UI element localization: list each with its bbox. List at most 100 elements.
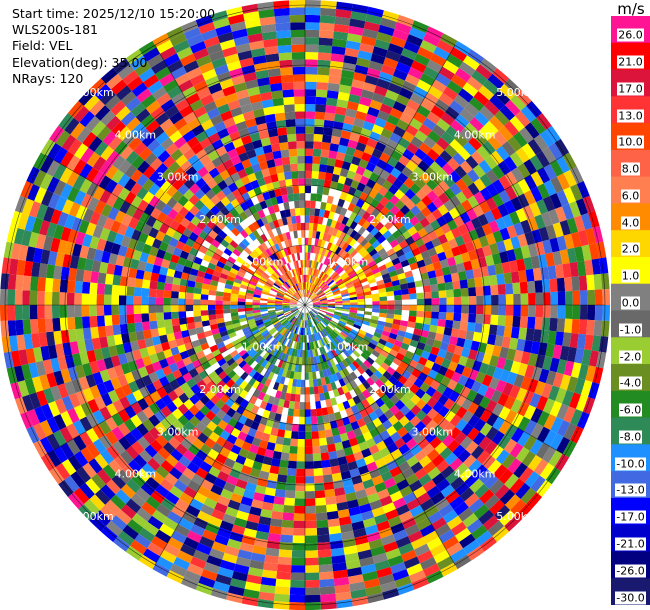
velocity-gate	[283, 354, 289, 363]
velocity-gate	[454, 482, 470, 496]
velocity-gate	[0, 289, 8, 305]
velocity-gate	[382, 179, 393, 191]
velocity-gate	[312, 298, 320, 303]
velocity-gate	[295, 118, 305, 127]
velocity-gate	[489, 479, 505, 495]
velocity-gate	[159, 73, 175, 87]
velocity-gate	[240, 280, 250, 287]
velocity-gate	[210, 205, 221, 216]
velocity-gate	[130, 493, 146, 508]
velocity-gate	[307, 327, 310, 336]
velocity-gate	[319, 15, 336, 24]
velocity-gate	[300, 274, 303, 283]
velocity-gate	[200, 342, 210, 351]
velocity-gate	[264, 282, 273, 288]
velocity-gate	[363, 21, 381, 32]
velocity-gate	[374, 192, 384, 203]
velocity-gate	[271, 365, 278, 374]
velocity-gate	[592, 226, 604, 244]
velocity-gate	[132, 389, 144, 402]
velocity-gate	[570, 408, 583, 427]
velocity-gate	[407, 226, 418, 236]
velocity-gate	[128, 267, 138, 279]
velocity-gate	[390, 75, 405, 88]
velocity-gate	[78, 89, 95, 106]
velocity-gate	[156, 351, 166, 362]
velocity-gate	[193, 293, 202, 300]
velocity-gate	[82, 131, 97, 148]
velocity-gate	[276, 325, 284, 332]
colorbar-unit: m/s	[617, 0, 645, 18]
velocity-gate	[72, 352, 83, 367]
velocity-gate	[294, 253, 298, 261]
velocity-gate	[328, 269, 336, 277]
velocity-gate	[380, 349, 390, 358]
velocity-gate	[407, 374, 418, 384]
velocity-gate	[357, 134, 370, 146]
velocity-gate	[386, 290, 395, 297]
velocity-gate	[308, 319, 313, 328]
velocity-gate	[321, 283, 328, 290]
velocity-gate	[299, 290, 303, 298]
velocity-gate	[290, 572, 305, 581]
velocity-gate	[521, 143, 536, 160]
velocity-gate	[319, 297, 328, 302]
velocity-gate	[461, 410, 474, 424]
velocity-gate	[387, 82, 402, 95]
velocity-gate	[270, 82, 283, 92]
velocity-gate	[82, 362, 93, 377]
velocity-gate	[205, 267, 215, 275]
velocity-gate	[210, 279, 219, 287]
velocity-gate	[515, 89, 532, 106]
velocity-gate	[299, 207, 305, 216]
velocity-gate	[344, 47, 360, 58]
velocity-gate	[450, 548, 468, 563]
velocity-gate	[388, 225, 398, 235]
velocity-gate	[387, 555, 404, 567]
velocity-gate	[290, 438, 298, 447]
velocity-gate	[351, 79, 365, 90]
velocity-gate	[504, 120, 519, 137]
velocity-gate	[556, 173, 571, 191]
velocity-gate	[274, 303, 283, 305]
velocity-gate	[176, 46, 194, 60]
velocity-gate	[339, 207, 348, 217]
velocity-gate	[217, 179, 228, 191]
velocity-gate	[232, 281, 241, 288]
velocity-gate	[336, 267, 345, 275]
velocity-gate	[452, 444, 466, 458]
velocity-gate	[327, 297, 335, 301]
velocity-gate	[346, 170, 356, 180]
velocity-gate	[303, 289, 305, 298]
velocity-gate	[151, 264, 161, 275]
velocity-gate	[186, 316, 195, 324]
velocity-gate	[234, 395, 245, 406]
velocity-gate	[27, 408, 40, 427]
velocity-gate	[256, 218, 265, 228]
velocity-gate	[96, 315, 106, 327]
velocity-gate	[239, 284, 248, 290]
velocity-gate	[247, 475, 259, 485]
velocity-gate	[284, 272, 290, 280]
velocity-gate	[300, 282, 303, 290]
velocity-gate	[360, 35, 377, 47]
velocity-gate	[244, 434, 255, 445]
velocity-gate	[347, 246, 356, 255]
velocity-gate	[286, 216, 293, 225]
velocity-gate	[250, 262, 259, 270]
velocity-gate	[284, 430, 292, 439]
velocity-gate	[190, 556, 207, 569]
velocity-gate	[365, 256, 374, 265]
velocity-gate	[513, 222, 525, 236]
velocity-gate	[256, 477, 268, 488]
range-ring-label: 5.00km	[72, 86, 114, 99]
velocity-gate	[295, 483, 305, 492]
velocity-gate	[443, 175, 456, 188]
velocity-gate	[130, 539, 147, 555]
velocity-gate	[360, 398, 371, 409]
velocity-gate	[238, 503, 252, 514]
velocity-gate	[149, 353, 159, 364]
velocity-gate	[160, 459, 174, 473]
velocity-gate	[171, 190, 184, 202]
velocity-gate	[275, 165, 284, 174]
